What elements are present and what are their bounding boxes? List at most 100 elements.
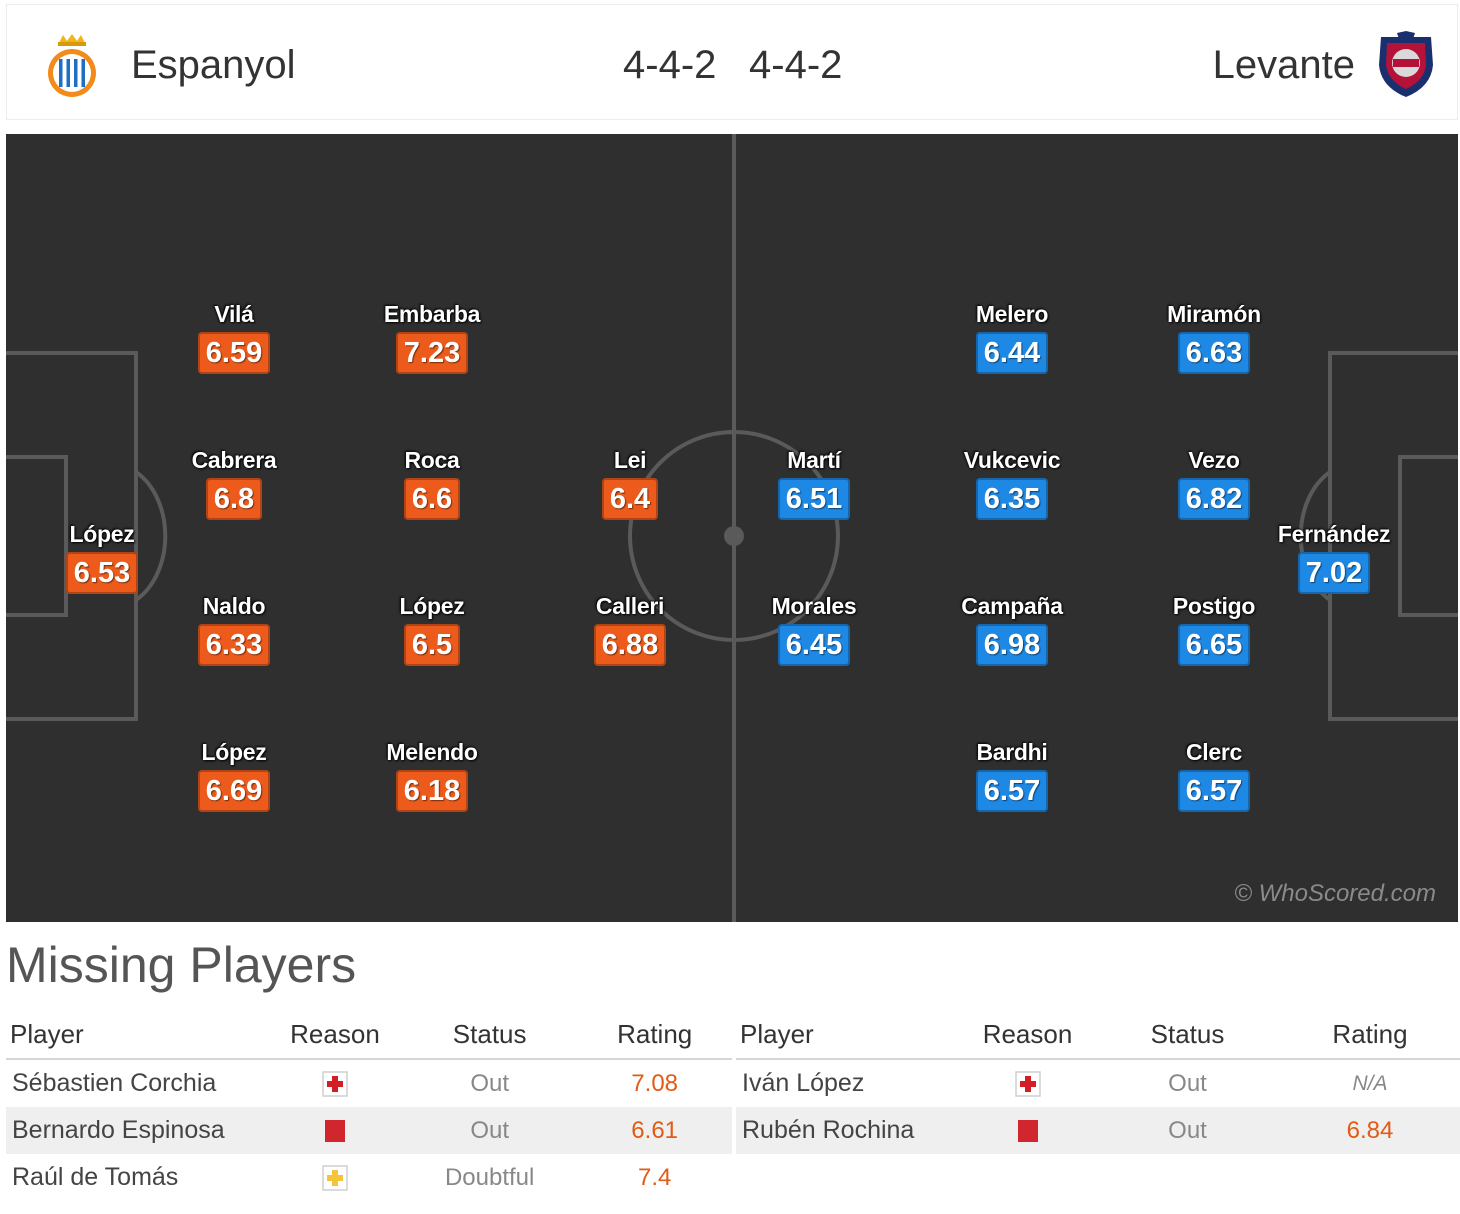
player-marker[interactable]: López 6.69 — [154, 738, 314, 812]
player-marker[interactable]: Calleri 6.88 — [550, 592, 710, 666]
header-status[interactable]: Status — [402, 1010, 578, 1060]
player-rating: 6.65 — [1177, 624, 1251, 666]
header-status[interactable]: Status — [1095, 1010, 1280, 1060]
player-name[interactable]: Melendo — [386, 739, 478, 765]
player-rating: 7.02 — [1297, 552, 1371, 594]
table-row[interactable]: Raúl de Tomás Doubtful 7.4 — [6, 1154, 732, 1201]
player-rating: 6.8 — [205, 478, 263, 520]
player-marker[interactable]: Embarba 7.23 — [352, 300, 512, 374]
away-formation: 4-4-2 — [749, 43, 843, 87]
player-marker[interactable]: Cabrera 6.8 — [154, 446, 314, 520]
status-cell: Out — [1168, 1069, 1207, 1097]
red-card-icon[interactable] — [322, 1118, 348, 1144]
table-row[interactable]: Iván López Out N/A — [736, 1059, 1460, 1107]
player-marker[interactable]: Martí 6.51 — [734, 446, 894, 520]
player-name[interactable]: Melero — [975, 301, 1049, 327]
home-missing-table: Player Reason Status Rating Sébastien Co… — [6, 1010, 732, 1201]
rating-cell: 7.08 — [631, 1069, 679, 1097]
player-marker[interactable]: Morales 6.45 — [734, 592, 894, 666]
player-rating: 6.35 — [975, 478, 1049, 520]
away-team-name[interactable]: Levante — [1212, 43, 1355, 87]
player-name[interactable]: Bardhi — [976, 739, 1048, 765]
rating-cell: N/A — [1352, 1071, 1388, 1095]
player-marker[interactable]: Postigo 6.65 — [1134, 592, 1294, 666]
rating-cell: 7.4 — [637, 1163, 672, 1191]
player-rating: 6.4 — [601, 478, 659, 520]
injury-icon[interactable] — [1014, 1071, 1041, 1097]
home-team-name[interactable]: Espanyol — [131, 43, 296, 87]
player-rating: 6.69 — [197, 770, 271, 812]
missing-player-name[interactable]: Rubén Rochina — [736, 1107, 960, 1154]
red-card-icon[interactable] — [1015, 1118, 1041, 1144]
player-marker[interactable]: Vukcevic 6.35 — [932, 446, 1092, 520]
player-marker[interactable]: Melero 6.44 — [932, 300, 1092, 374]
player-name[interactable]: Fernández — [1277, 521, 1391, 547]
player-marker[interactable]: López 6.53 — [22, 520, 182, 594]
player-marker[interactable]: Campaña 6.98 — [932, 592, 1092, 666]
player-marker[interactable]: Bardhi 6.57 — [932, 738, 1092, 812]
player-marker[interactable]: Fernández 7.02 — [1254, 520, 1414, 594]
player-name[interactable]: Clerc — [1185, 739, 1243, 765]
player-name[interactable]: Vezo — [1188, 447, 1240, 473]
missing-player-name[interactable]: Bernardo Espinosa — [6, 1107, 268, 1154]
player-name[interactable]: Vilá — [214, 301, 254, 327]
player-rating: 6.33 — [197, 624, 271, 666]
player-rating: 6.57 — [1177, 770, 1251, 812]
player-name[interactable]: Postigo — [1172, 593, 1256, 619]
player-marker[interactable]: Naldo 6.33 — [154, 592, 314, 666]
status-cell: Out — [402, 1107, 578, 1154]
away-missing-table: Player Reason Status Rating Iván López Ou… — [736, 1010, 1460, 1154]
table-row[interactable]: Rubén Rochina Out 6.84 — [736, 1107, 1460, 1154]
home-formation: 4-4-2 — [623, 43, 717, 87]
player-name[interactable]: Lei — [613, 447, 647, 473]
header-rating[interactable]: Rating — [1280, 1010, 1460, 1060]
player-name[interactable]: Roca — [404, 447, 460, 473]
player-rating: 6.5 — [403, 624, 461, 666]
player-marker[interactable]: Melendo 6.18 — [352, 738, 512, 812]
missing-player-name[interactable]: Raúl de Tomás — [12, 1163, 179, 1191]
table-header-row: Player Reason Status Rating — [736, 1010, 1460, 1060]
status-cell: Out — [470, 1069, 509, 1097]
header-player[interactable]: Player — [736, 1010, 960, 1060]
player-name[interactable]: López — [201, 739, 267, 765]
missing-player-name[interactable]: Sébastien Corchia — [12, 1069, 217, 1097]
player-name[interactable]: Naldo — [202, 593, 266, 619]
reason-cell — [268, 1154, 402, 1201]
reason-cell — [960, 1059, 1095, 1107]
player-rating: 6.53 — [65, 552, 139, 594]
player-name[interactable]: Martí — [787, 447, 841, 473]
header-reason[interactable]: Reason — [267, 1010, 402, 1060]
player-marker[interactable]: Miramón 6.63 — [1134, 300, 1294, 374]
header-player[interactable]: Player — [6, 1010, 268, 1060]
header-reason[interactable]: Reason — [960, 1010, 1095, 1060]
player-rating: 6.98 — [975, 624, 1049, 666]
player-marker[interactable]: López 6.5 — [352, 592, 512, 666]
player-name[interactable]: López — [399, 593, 465, 619]
player-marker[interactable]: Lei 6.4 — [550, 446, 710, 520]
player-rating: 6.57 — [975, 770, 1049, 812]
player-marker[interactable]: Clerc 6.57 — [1134, 738, 1294, 812]
player-marker[interactable]: Vezo 6.82 — [1134, 446, 1294, 520]
table-row[interactable]: Sébastien Corchia Out 7.08 — [6, 1059, 732, 1107]
player-name[interactable]: Campaña — [961, 593, 1063, 619]
injury-icon[interactable] — [322, 1071, 348, 1097]
table-header-row: Player Reason Status Rating — [6, 1010, 732, 1060]
doubtful-injury-icon[interactable] — [322, 1165, 348, 1191]
player-marker[interactable]: Vilá 6.59 — [154, 300, 314, 374]
header-rating[interactable]: Rating — [577, 1010, 732, 1060]
player-name[interactable]: Cabrera — [191, 447, 277, 473]
player-name[interactable]: Calleri — [595, 593, 665, 619]
player-rating: 6.18 — [395, 770, 469, 812]
player-marker[interactable]: Roca 6.6 — [352, 446, 512, 520]
player-name[interactable]: López — [69, 521, 135, 547]
player-name[interactable]: Vukcevic — [963, 447, 1061, 473]
table-row[interactable]: Bernardo Espinosa Out 6.61 — [6, 1107, 732, 1154]
status-cell: Out — [1095, 1107, 1280, 1154]
player-name[interactable]: Miramón — [1167, 301, 1261, 327]
player-name[interactable]: Morales — [771, 593, 857, 619]
player-rating: 7.23 — [395, 332, 469, 374]
missing-player-name[interactable]: Iván López — [742, 1069, 865, 1097]
player-rating: 6.6 — [403, 478, 461, 520]
player-rating: 6.59 — [197, 332, 271, 374]
player-name[interactable]: Embarba — [383, 301, 481, 327]
